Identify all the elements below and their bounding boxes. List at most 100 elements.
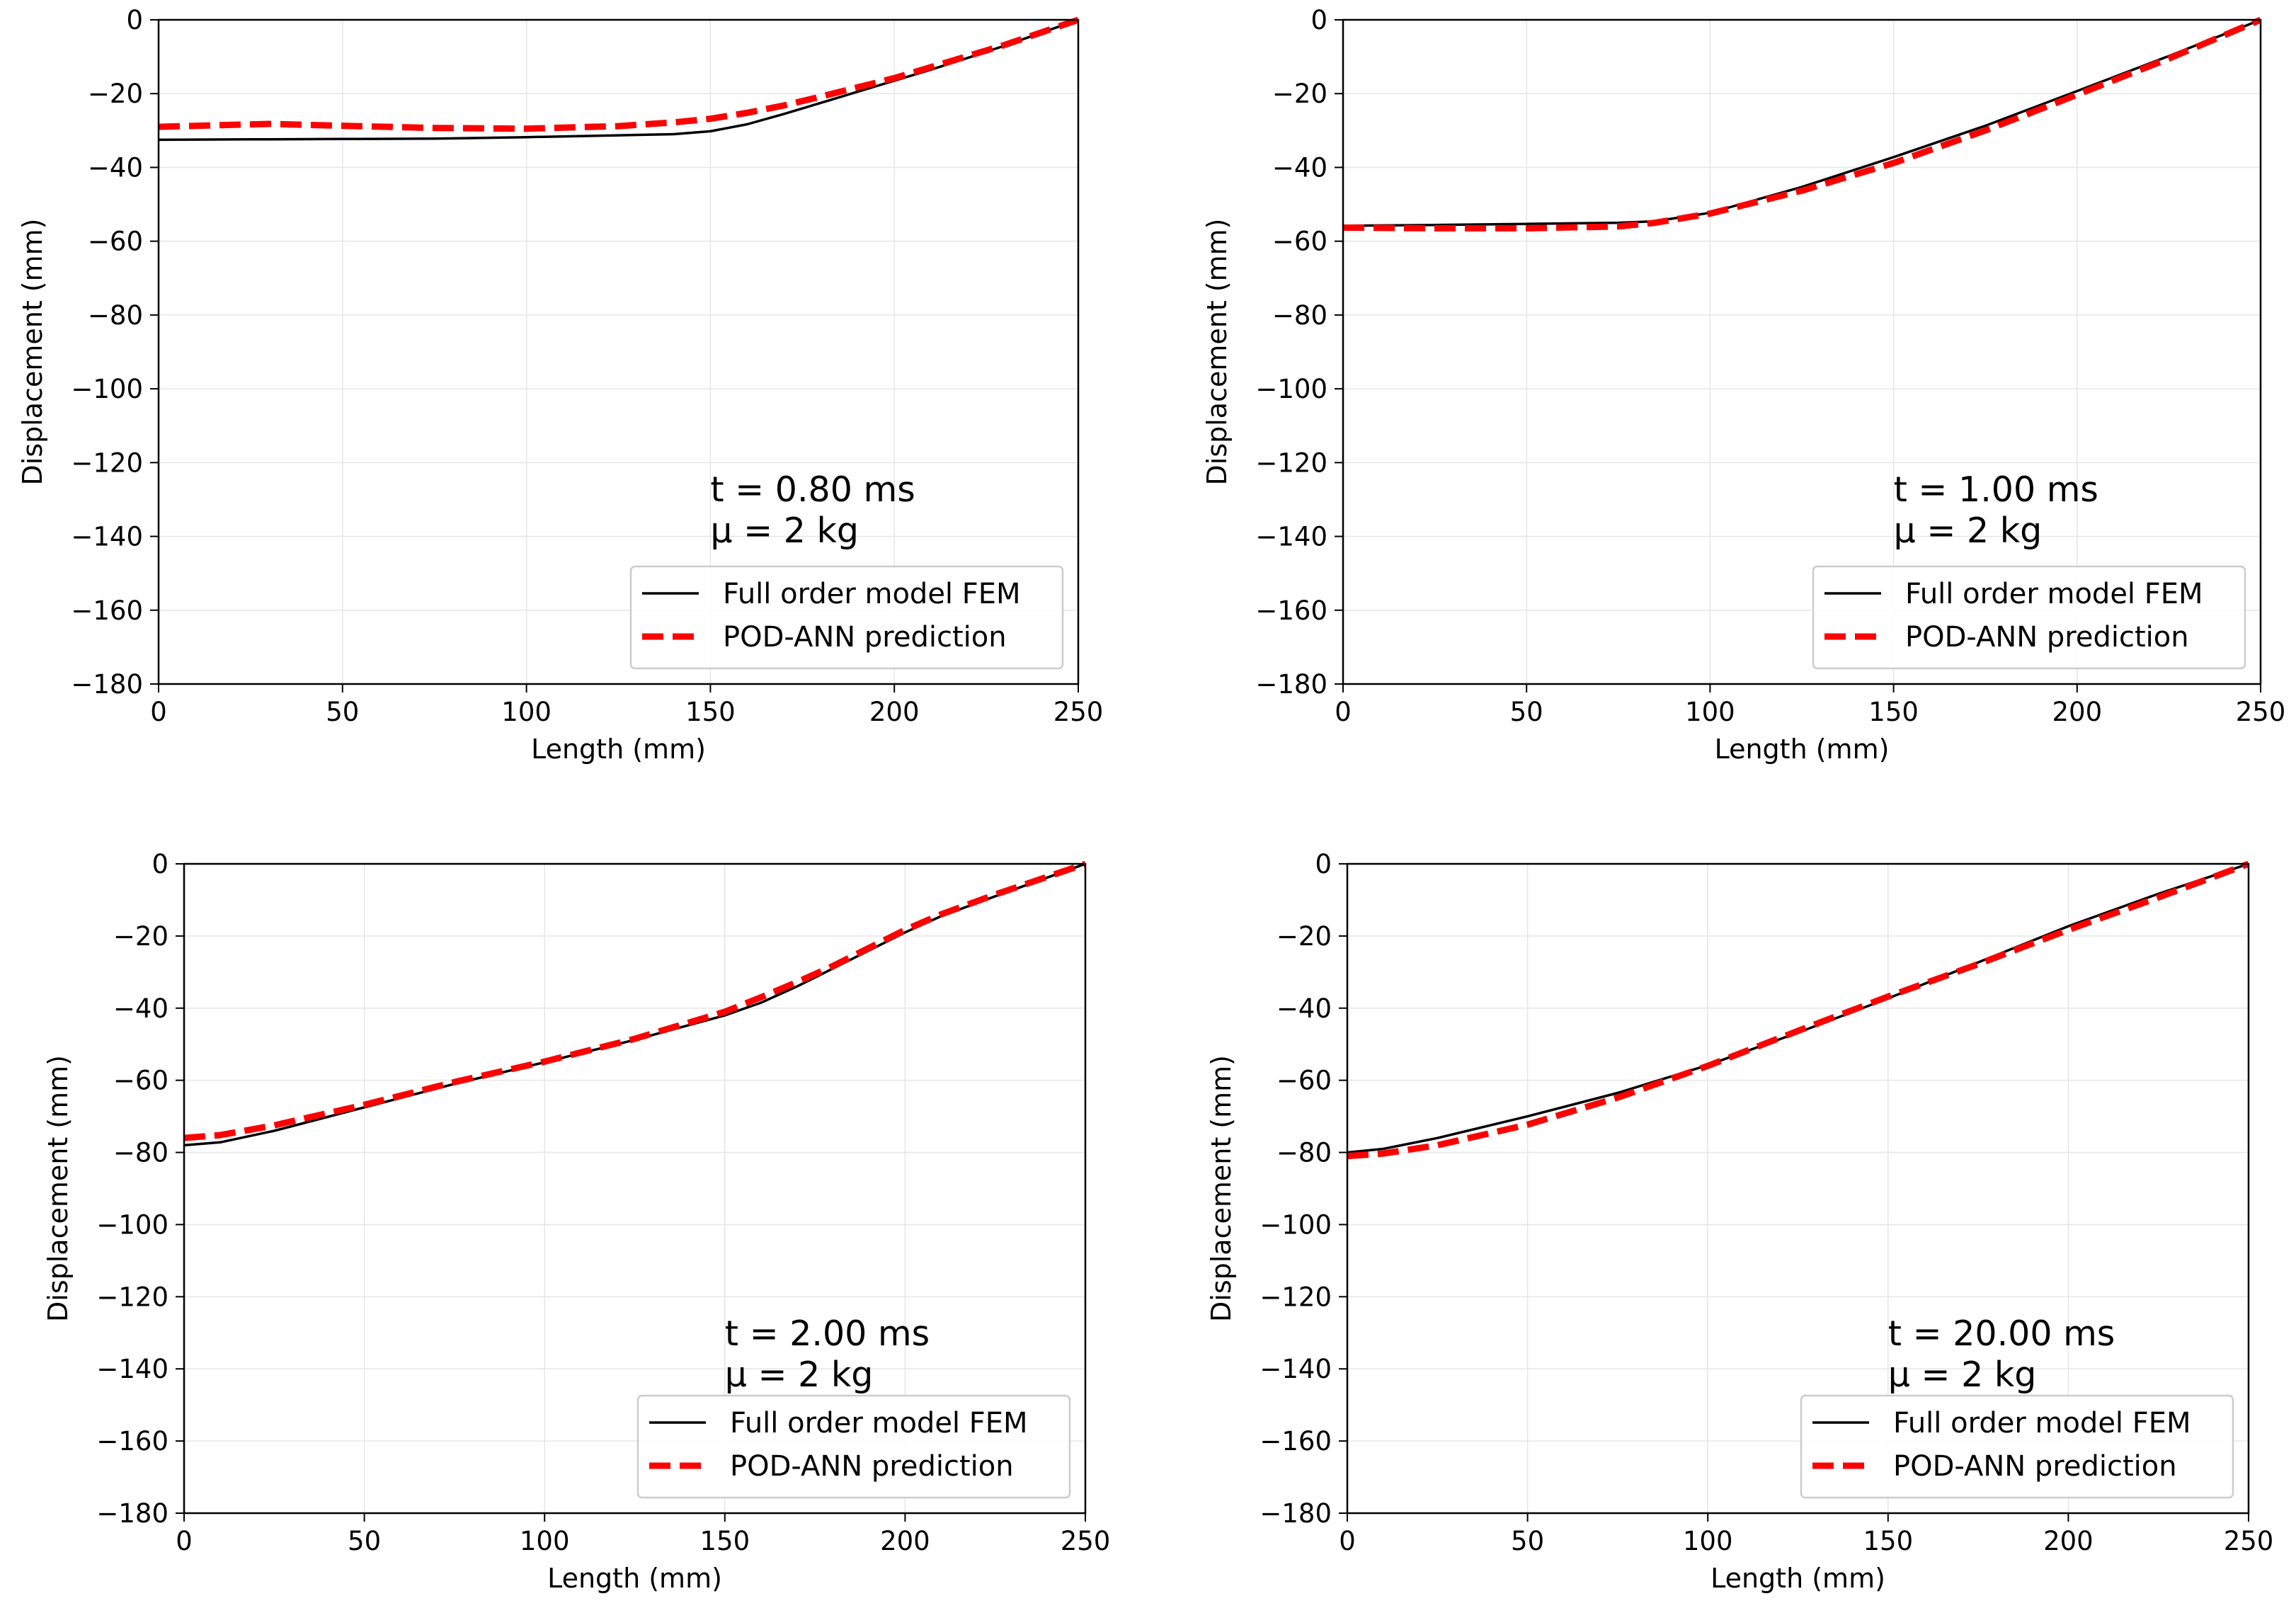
legend-entry: POD-ANN prediction <box>1893 1450 2177 1483</box>
chart-panel-2: 0 50 100 150 200 250 0 −20 −40 −60 −80 −100 −120 −140… <box>1201 5 2285 765</box>
legend-entry: Full order model FEM <box>1893 1407 2191 1440</box>
axes-frame <box>157 18 1080 685</box>
y-tick-label: −120 <box>1260 1282 1332 1312</box>
x-tick-label: 100 <box>501 697 552 727</box>
y-tick-label: −60 <box>1276 1066 1332 1096</box>
x-tick-label: 150 <box>1868 697 1919 727</box>
y-tick-label: −140 <box>71 522 143 552</box>
series-line-fem <box>184 862 1085 1147</box>
y-tick-label: −100 <box>1255 374 1327 404</box>
y-tick-label: 0 <box>1310 5 1327 35</box>
x-axis-label: Length (mm) <box>1710 1563 1885 1594</box>
x-tick-label: 50 <box>326 697 359 727</box>
legend-entry: POD-ANN prediction <box>1905 621 2189 654</box>
y-tick-label: 0 <box>152 849 169 879</box>
chart-panel-1: 0 50 100 150 200 250 0 −20 −40 −60 −80 −100 −120 −140… <box>17 5 1103 765</box>
y-tick-label: −80 <box>1272 300 1327 331</box>
y-tick-label: −60 <box>113 1066 169 1096</box>
y-tick-label: −160 <box>1255 595 1327 626</box>
y-tick-label: −140 <box>1260 1354 1332 1384</box>
legend-entry: Full order model FEM <box>1905 578 2203 610</box>
y-tick-label: −140 <box>96 1354 169 1384</box>
annotation-text: μ = 2 kg <box>1888 1355 2037 1395</box>
annotation-text: μ = 2 kg <box>710 511 859 551</box>
annotation-text: t = 0.80 ms <box>710 469 915 510</box>
y-tick-label: −120 <box>1255 448 1327 478</box>
series-line-pod-ann <box>184 860 1085 1141</box>
y-tick-label: −40 <box>1276 993 1332 1024</box>
axes-frame <box>1346 862 2250 1515</box>
x-axis-label: Length (mm) <box>1715 734 1890 765</box>
y-tick-label: −60 <box>88 227 143 257</box>
annotation-text: μ = 2 kg <box>725 1355 874 1395</box>
x-tick-label: 250 <box>2236 697 2286 727</box>
y-tick-label: −100 <box>1260 1209 1332 1240</box>
y-tick-label: −120 <box>96 1282 169 1312</box>
annotation-text: t = 20.00 ms <box>1888 1313 2115 1354</box>
x-tick-label: 200 <box>2052 697 2102 727</box>
y-tick-label: −40 <box>88 152 143 183</box>
x-tick-label: 200 <box>2043 1526 2094 1556</box>
y-tick-label: −80 <box>1276 1138 1332 1168</box>
series-line-pod-ann <box>159 16 1078 132</box>
legend-box <box>1812 565 2246 670</box>
x-tick-label: 150 <box>685 697 736 727</box>
x-axis-label: Length (mm) <box>547 1563 722 1594</box>
x-tick-label: 200 <box>880 1526 930 1556</box>
x-tick-label: 0 <box>1335 697 1352 727</box>
y-tick-label: −80 <box>88 300 143 331</box>
x-tick-label: 50 <box>348 1526 381 1556</box>
y-tick-label: −60 <box>1272 227 1327 257</box>
y-axis-label: Displacement (mm) <box>1206 1055 1237 1322</box>
y-tick-label: −100 <box>96 1209 169 1240</box>
legend: Full order model FEM POD-ANN prediction <box>636 1394 1071 1499</box>
x-tick-label: 200 <box>869 697 920 727</box>
legend-box <box>629 565 1064 670</box>
y-tick-label: −20 <box>1272 79 1327 109</box>
y-tick-label: 0 <box>126 5 143 35</box>
y-tick-label: −160 <box>1260 1426 1332 1457</box>
y-tick-label: −140 <box>1255 522 1327 552</box>
y-tick-label: −20 <box>113 921 169 952</box>
x-tick-label: 150 <box>1863 1526 1913 1556</box>
legend-box <box>636 1394 1071 1499</box>
x-tick-label: 150 <box>699 1526 750 1556</box>
axes-frame <box>183 862 1087 1515</box>
y-tick-label: −40 <box>113 993 169 1024</box>
axes-frame <box>1342 18 2262 685</box>
y-axis-label: Displacement (mm) <box>17 219 48 486</box>
legend-entry: Full order model FEM <box>730 1407 1028 1440</box>
annotation-text: t = 2.00 ms <box>725 1313 930 1354</box>
y-tick-label: −160 <box>96 1426 169 1457</box>
x-tick-label: 250 <box>1053 697 1104 727</box>
y-tick-label: −80 <box>113 1138 169 1168</box>
x-tick-label: 250 <box>2224 1526 2274 1556</box>
series-line-pod-ann <box>1347 860 2249 1160</box>
legend: Full order model FEM POD-ANN prediction <box>1812 565 2246 670</box>
y-tick-label: −100 <box>71 374 143 404</box>
legend-entry: Full order model FEM <box>723 578 1021 610</box>
x-tick-label: 0 <box>176 1526 193 1556</box>
y-tick-label: −180 <box>1255 669 1327 700</box>
y-tick-label: −20 <box>88 79 143 109</box>
x-tick-label: 100 <box>1683 1526 1733 1556</box>
y-axis-label: Displacement (mm) <box>42 1055 74 1322</box>
annotation-text: μ = 2 kg <box>1894 511 2043 551</box>
y-tick-label: −160 <box>71 595 143 626</box>
series-line-fem <box>1343 18 2261 227</box>
y-tick-label: −180 <box>96 1498 169 1529</box>
y-tick-label: −180 <box>1260 1498 1332 1529</box>
x-tick-label: 0 <box>1339 1526 1356 1556</box>
legend: Full order model FEM POD-ANN prediction <box>629 565 1064 670</box>
x-tick-label: 250 <box>1061 1526 1111 1556</box>
x-tick-label: 50 <box>1510 697 1543 727</box>
x-tick-label: 100 <box>520 1526 570 1556</box>
x-axis-label: Length (mm) <box>531 734 706 765</box>
series-line-pod-ann <box>1343 16 2261 232</box>
y-tick-label: −120 <box>71 448 143 478</box>
y-tick-label: −20 <box>1276 921 1332 952</box>
y-tick-label: −40 <box>1272 152 1327 183</box>
y-tick-label: −180 <box>71 669 143 700</box>
y-tick-label: 0 <box>1315 849 1332 879</box>
